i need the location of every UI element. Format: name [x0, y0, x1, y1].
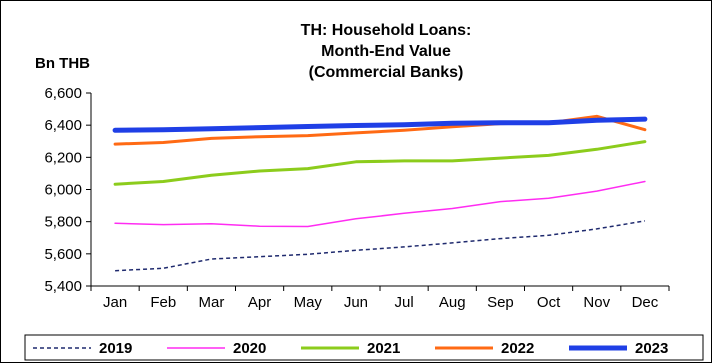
chart-title-line-1: TH: Household Loans: [301, 22, 472, 39]
legend: 2019 2020 2021 2022 2023 [24, 334, 704, 361]
x-tick-label: Sep [487, 294, 514, 311]
x-tick-label: May [294, 294, 323, 311]
series-line-2023 [112, 116, 648, 133]
x-tick-label: Jul [394, 294, 413, 311]
x-tick-label: Nov [583, 294, 610, 311]
series-line-2020 [114, 180, 646, 228]
legend-label-2022: 2022 [501, 340, 534, 357]
legend-label-2021: 2021 [367, 340, 400, 357]
y-axis-label: Bn THB [35, 55, 90, 72]
chart-title-line-2: Month-End Value [321, 43, 451, 60]
y-tick-label: 5,800 [44, 214, 82, 231]
x-tick-label: Feb [150, 294, 176, 311]
chart-title: TH: Household Loans: Month-End Value (Co… [301, 22, 472, 81]
y-tick-label: 5,400 [44, 278, 82, 295]
legend-label-2020: 2020 [233, 340, 266, 357]
x-tick-group: Jan Feb Mar Apr May Jun Jul Aug Sep Oct Nov Dec [90, 286, 670, 311]
x-tick-label: Apr [248, 294, 271, 311]
legend-label-2019: 2019 [99, 340, 132, 357]
x-tick-label: Jan [103, 294, 127, 311]
chart-title-line-3: (Commercial Banks) [309, 64, 464, 81]
y-tick-label: 6,200 [44, 149, 82, 166]
series-line-2019 [115, 220, 646, 272]
legend-label-2023: 2023 [635, 340, 668, 357]
y-tick-label: 5,600 [44, 246, 82, 263]
y-tick-label: 6,600 [44, 85, 82, 102]
x-tick-label: Dec [632, 294, 659, 311]
series-group [112, 114, 648, 272]
y-tick-label: 6,000 [44, 182, 82, 199]
y-tick-label: 6,400 [44, 117, 82, 134]
x-tick-label: Mar [198, 294, 224, 311]
x-tick-label: Oct [537, 294, 561, 311]
y-tick-group: 5,400 5,600 5,800 6,000 6,200 6,400 6,600 [44, 85, 91, 295]
x-tick-label: Jun [344, 294, 368, 311]
series-line-2021 [113, 140, 647, 186]
x-tick-label: Aug [439, 294, 466, 311]
